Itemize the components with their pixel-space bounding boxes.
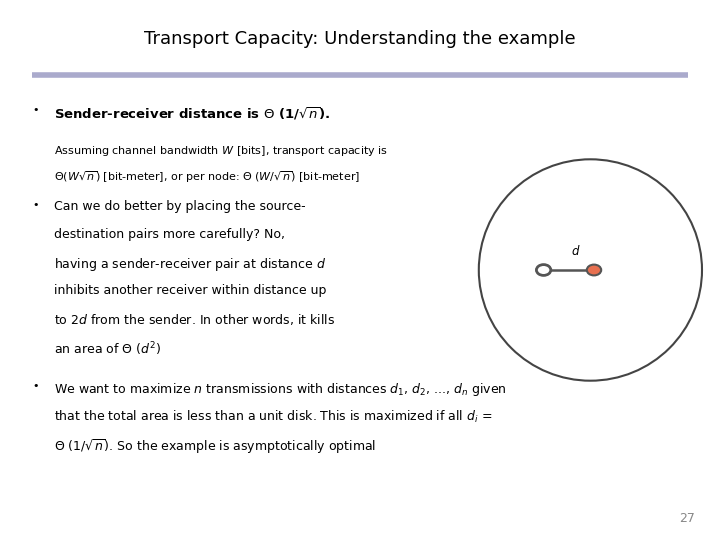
Text: Sender-receiver distance is $\Theta$ (1/$\sqrt{n}$).: Sender-receiver distance is $\Theta$ (1/…: [54, 105, 330, 122]
Text: inhibits another receiver within distance up: inhibits another receiver within distanc…: [54, 284, 326, 297]
Text: that the total area is less than a unit disk. This is maximized if all $d_i$ =: that the total area is less than a unit …: [54, 409, 492, 425]
Text: •: •: [32, 200, 39, 210]
Text: an area of $\Theta$ ($d^2$): an area of $\Theta$ ($d^2$): [54, 340, 161, 358]
Circle shape: [536, 265, 551, 275]
Text: •: •: [32, 381, 39, 391]
Text: •: •: [32, 105, 39, 116]
Text: Assuming channel bandwidth $W$ [bits], transport capacity is: Assuming channel bandwidth $W$ [bits], t…: [54, 144, 388, 158]
Circle shape: [587, 265, 601, 275]
Text: 27: 27: [679, 512, 695, 525]
Text: We want to maximize $n$ transmissions with distances $d_1$, $d_2$, ..., $d_n$ gi: We want to maximize $n$ transmissions wi…: [54, 381, 507, 397]
Text: Can we do better by placing the source-: Can we do better by placing the source-: [54, 200, 305, 213]
Text: Transport Capacity: Understanding the example: Transport Capacity: Understanding the ex…: [144, 30, 576, 48]
Text: to 2$d$ from the sender. In other words, it kills: to 2$d$ from the sender. In other words,…: [54, 312, 336, 327]
Text: $\Theta$ (1/$\sqrt{n}$). So the example is asymptotically optimal: $\Theta$ (1/$\sqrt{n}$). So the example …: [54, 437, 377, 456]
Text: destination pairs more carefully? No,: destination pairs more carefully? No,: [54, 228, 285, 241]
Text: $\Theta(W\sqrt{n})$ [bit-meter], or per node: $\Theta$ ($W/\sqrt{n}$) [bit-meter: $\Theta(W\sqrt{n})$ [bit-meter], or per …: [54, 170, 360, 185]
Text: having a sender-receiver pair at distance $d$: having a sender-receiver pair at distanc…: [54, 256, 326, 273]
Text: $d$: $d$: [571, 244, 581, 258]
